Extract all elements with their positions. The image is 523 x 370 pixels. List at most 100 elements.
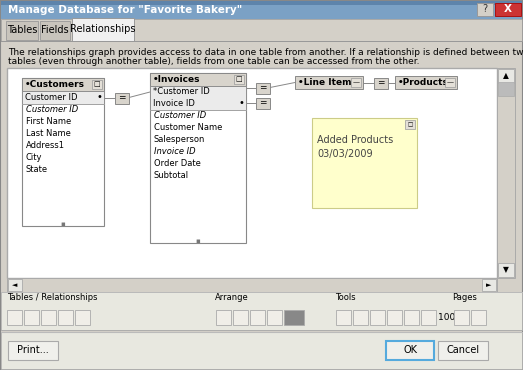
Text: ▼: ▼ [503,266,509,275]
Bar [22,91,104,104]
Bar [387,310,402,325]
Text: ▪: ▪ [61,221,65,227]
Bar [22,78,104,226]
Bar [7,310,22,325]
Text: =: = [377,78,385,87]
Bar [41,310,56,325]
Bar [438,341,488,360]
Bar [92,80,102,89]
Text: ►: ► [486,282,492,288]
Text: •Customers: •Customers [25,80,85,89]
Text: Manage Database for "Favorite Bakery": Manage Database for "Favorite Bakery" [8,5,242,15]
Bar [353,310,368,325]
Bar [115,92,129,104]
Text: 03/03/2009: 03/03/2009 [317,149,372,159]
Text: First Name: First Name [26,117,71,125]
Text: Tools: Tools [335,293,356,303]
Text: Arrange: Arrange [215,293,249,303]
Text: □: □ [94,81,100,87]
Text: State: State [26,165,48,174]
Bar [7,68,497,278]
Text: Customer ID: Customer ID [26,104,78,114]
Text: Salesperson: Salesperson [154,135,206,145]
Text: Invoice ID: Invoice ID [154,148,196,157]
Bar [395,76,457,89]
Text: =: = [259,98,267,108]
Bar [58,310,73,325]
Text: —: — [353,80,359,85]
Bar [6,21,38,40]
Text: ▲: ▲ [503,71,509,81]
Text: Fields: Fields [41,25,69,35]
Bar [498,82,514,96]
Bar [312,118,417,208]
Bar [233,310,248,325]
Bar [284,310,304,325]
Text: 100 %: 100 % [438,313,467,322]
Bar [497,68,515,278]
Text: ◄: ◄ [13,282,18,288]
Text: Customer Name: Customer Name [154,124,222,132]
Bar [386,341,434,360]
Text: OK: OK [403,345,417,355]
Text: Tables / Relationships: Tables / Relationships [7,293,97,303]
Text: Invoice ID: Invoice ID [153,98,195,108]
Bar [1,292,522,330]
Text: •Products: •Products [398,78,449,87]
Text: Last Name: Last Name [26,128,71,138]
Text: —: — [447,80,453,85]
Bar [256,83,270,94]
Bar [404,310,419,325]
Bar [351,78,361,87]
Text: City: City [26,152,42,161]
Text: =: = [118,93,126,102]
Text: Print...: Print... [17,345,49,355]
Bar [150,86,246,110]
Bar [267,310,282,325]
Bar [1,19,522,41]
Bar [498,69,514,83]
Text: •Line Items: •Line Items [298,78,357,87]
Bar [421,310,436,325]
Bar [8,341,58,360]
Bar [234,75,244,84]
Text: *Customer ID: *Customer ID [153,87,210,97]
Bar [24,310,39,325]
Text: =: = [259,83,267,92]
Bar [72,18,134,41]
Bar [150,73,246,86]
Text: X: X [504,4,512,14]
Bar [405,120,415,129]
Bar [295,76,363,89]
Text: Cancel: Cancel [447,345,480,355]
Text: ?: ? [482,4,487,14]
Text: □: □ [236,77,242,83]
Bar [256,98,270,109]
Bar [40,21,70,40]
Text: Relationships: Relationships [70,24,136,34]
Bar [374,77,388,88]
Bar [445,78,455,87]
Text: ▪: ▪ [196,238,200,244]
Bar [1,332,522,369]
Text: Pages: Pages [452,293,477,303]
Bar [150,73,246,243]
Bar [75,310,90,325]
Text: □: □ [407,122,413,127]
Text: Tables: Tables [7,25,37,35]
Text: Added Products: Added Products [317,135,393,145]
Bar [471,310,486,325]
Text: •Invoices: •Invoices [153,75,200,84]
Text: Address1: Address1 [26,141,65,149]
Bar [1,1,522,5]
Bar [1,1,522,19]
Text: Subtotal: Subtotal [154,172,189,181]
Bar [8,279,22,291]
Bar [495,3,521,16]
Bar [370,310,385,325]
Bar [250,310,265,325]
Bar [216,310,231,325]
Bar [482,279,496,291]
Text: Order Date: Order Date [154,159,201,168]
Bar [22,78,104,91]
